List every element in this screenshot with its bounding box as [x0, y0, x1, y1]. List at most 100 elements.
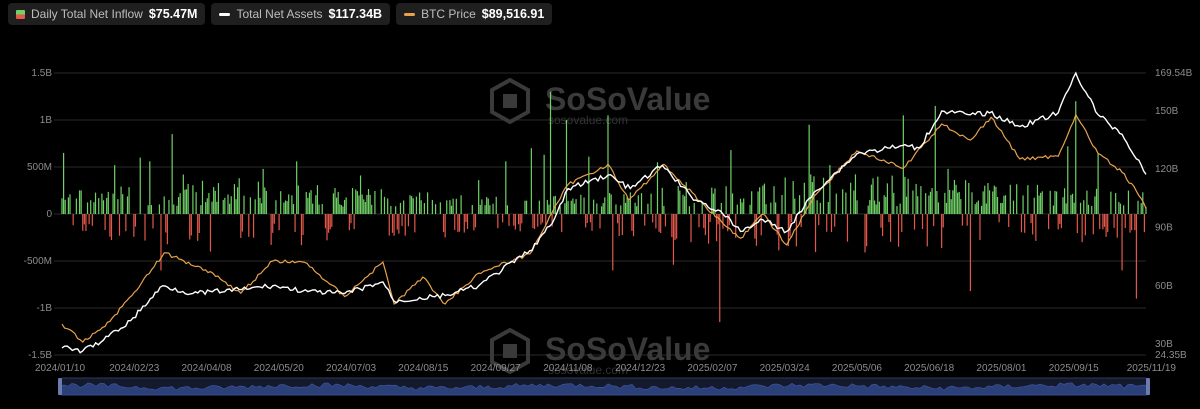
inflow-bar [458, 214, 461, 232]
inflow-bar [996, 196, 999, 214]
inflow-bar [1070, 194, 1072, 214]
inflow-bar [426, 192, 429, 214]
inflow-bar [1033, 197, 1035, 214]
inflow-bar [711, 187, 713, 214]
inflow-bar [596, 203, 598, 214]
inflow-bar [109, 214, 111, 237]
inflow-bar [1055, 191, 1058, 214]
inflow-bar [342, 206, 344, 214]
inflow-bar [83, 214, 85, 225]
inflow-bar [773, 186, 775, 214]
inflow-bar [647, 203, 649, 214]
inflow-bar [814, 214, 817, 253]
inflow-bar [827, 202, 829, 214]
inflow-bar [102, 200, 105, 214]
legend-item-btc-price[interactable]: BTC Price $89,516.91 [396, 3, 553, 25]
inflow-bar [762, 185, 764, 214]
inflow-bar [328, 214, 330, 233]
y-left-tick-label: 0 [46, 209, 52, 220]
inflow-bar [335, 197, 338, 214]
inflow-bar [749, 204, 751, 214]
inflow-bar [206, 198, 208, 214]
inflow-bar [189, 214, 191, 240]
inflow-bar [200, 205, 202, 214]
inflow-bar [296, 161, 298, 214]
inflow-bar [1115, 193, 1117, 214]
navigator-left-handle[interactable] [58, 378, 62, 395]
x-tick-label: 2024/09/27 [471, 363, 521, 374]
inflow-bar [907, 178, 909, 214]
inflow-bar [1049, 190, 1051, 214]
legend-item-daily-net-inflow[interactable]: Daily Total Net Inflow $75.47M [8, 3, 206, 25]
inflow-bar [854, 174, 857, 214]
inflow-bar [1003, 195, 1005, 214]
inflow-bar [993, 185, 995, 214]
inflow-bar [818, 214, 820, 226]
inflow-bar [936, 191, 938, 214]
inflow-bar [1123, 205, 1125, 214]
navigator-preview [59, 382, 1149, 396]
inflow-bar [982, 191, 984, 214]
inflow-bar [904, 176, 906, 214]
inflow-bar [331, 214, 333, 227]
inflow-bar [1020, 214, 1023, 233]
inflow-bar [698, 214, 700, 228]
inflow-bar [114, 165, 116, 214]
inflow-bar [165, 214, 167, 233]
inflow-bar [452, 198, 454, 214]
inflow-bar [393, 214, 395, 236]
watermark-url: sosovalue.com [548, 113, 628, 127]
inflow-bar [288, 194, 290, 214]
inflow-bar [1075, 101, 1077, 214]
inflow-bar [305, 192, 307, 214]
legend: Daily Total Net Inflow $75.47M Total Net… [8, 3, 553, 25]
legend-item-total-net-assets[interactable]: Total Net Assets $117.34B [211, 3, 391, 25]
inflow-bar [987, 183, 989, 214]
inflow-bar [1012, 200, 1015, 214]
inflow-bar [984, 185, 986, 214]
range-navigator[interactable] [58, 377, 1150, 396]
inflow-bar [67, 197, 69, 214]
inflow-bar [1048, 214, 1050, 230]
inflow-bar [329, 214, 331, 230]
inflow-bar [486, 197, 488, 214]
inflow-bar [853, 190, 855, 214]
inflow-bar [682, 194, 684, 214]
inflow-bar [1113, 214, 1115, 228]
inflow-bar [1118, 201, 1120, 214]
inflow-bar [1092, 214, 1094, 235]
inflow-bar [599, 214, 601, 229]
inflow-bar [977, 200, 979, 214]
btc-price-line [61, 113, 1147, 343]
inflow-bar [363, 199, 365, 214]
inflow-bar [944, 192, 946, 214]
legend-value: $75.47M [148, 7, 198, 21]
inflow-bar [776, 214, 778, 235]
inflow-bar [1116, 214, 1118, 238]
inflow-bar [149, 161, 151, 214]
inflow-bar [351, 188, 354, 214]
inflow-bar [593, 199, 595, 214]
inflow-bar [631, 214, 633, 231]
inflow-bar [1131, 214, 1133, 231]
inflow-bar [414, 214, 416, 233]
x-tick-label: 2024/04/08 [182, 363, 232, 374]
inflow-bar [537, 214, 539, 227]
inflow-bar [559, 206, 561, 214]
inflow-bar [1135, 214, 1138, 299]
inflow-bar [889, 214, 892, 242]
y-right-tick-label: 120B [1155, 164, 1179, 175]
inflow-bar [586, 214, 588, 223]
y-left-tick-label: -500M [24, 256, 52, 267]
y-right-tick-label: 169.54B [1155, 68, 1193, 79]
inflow-bar [621, 214, 623, 236]
navigator-right-handle[interactable] [1146, 378, 1150, 395]
inflow-bar [950, 199, 952, 214]
inflow-bar [688, 206, 691, 214]
inflow-bar [945, 202, 948, 214]
inflow-bar [795, 214, 797, 247]
inflow-bar [423, 203, 425, 214]
inflow-bar [487, 198, 489, 214]
inflow-bar [929, 191, 932, 214]
inflow-bar [763, 183, 766, 214]
